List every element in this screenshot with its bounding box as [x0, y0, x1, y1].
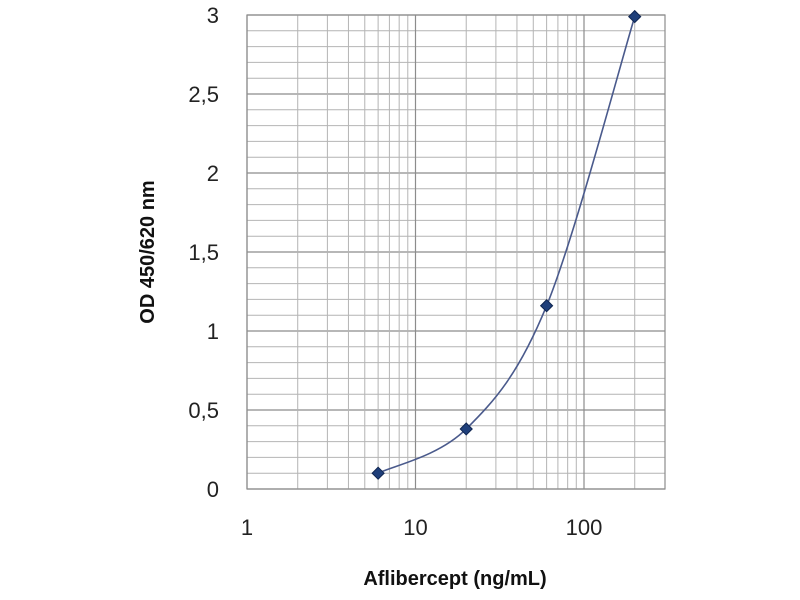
- x-tick-label: 100: [566, 515, 603, 540]
- plot-area-border: [246, 14, 666, 490]
- series-group: [371, 9, 642, 480]
- y-tick-label: 0: [207, 477, 219, 502]
- x-tick-label: 1: [241, 515, 253, 540]
- y-tick-label: 1: [207, 319, 219, 344]
- y-tick-label: 3: [207, 3, 219, 28]
- y-axis-title: OD 450/620 nm: [137, 180, 159, 323]
- grid-lines: [246, 14, 666, 490]
- data-point-marker: [628, 9, 642, 24]
- y-tick-label: 1,5: [188, 240, 219, 265]
- x-tick-label: 10: [403, 515, 427, 540]
- data-point-marker: [539, 299, 554, 313]
- y-tick-label: 2: [207, 161, 219, 186]
- data-point-marker: [371, 466, 385, 480]
- y-tick-label: 2,5: [188, 82, 219, 107]
- x-axis-title: Aflibercept (ng/mL): [363, 568, 546, 590]
- y-tick-label: 0,5: [188, 398, 219, 423]
- tick-labels: 0 0,5 1 1,5 2 2,5 3 1 10 100: [188, 3, 602, 540]
- data-point-marker: [459, 422, 473, 436]
- series-line: [377, 16, 636, 474]
